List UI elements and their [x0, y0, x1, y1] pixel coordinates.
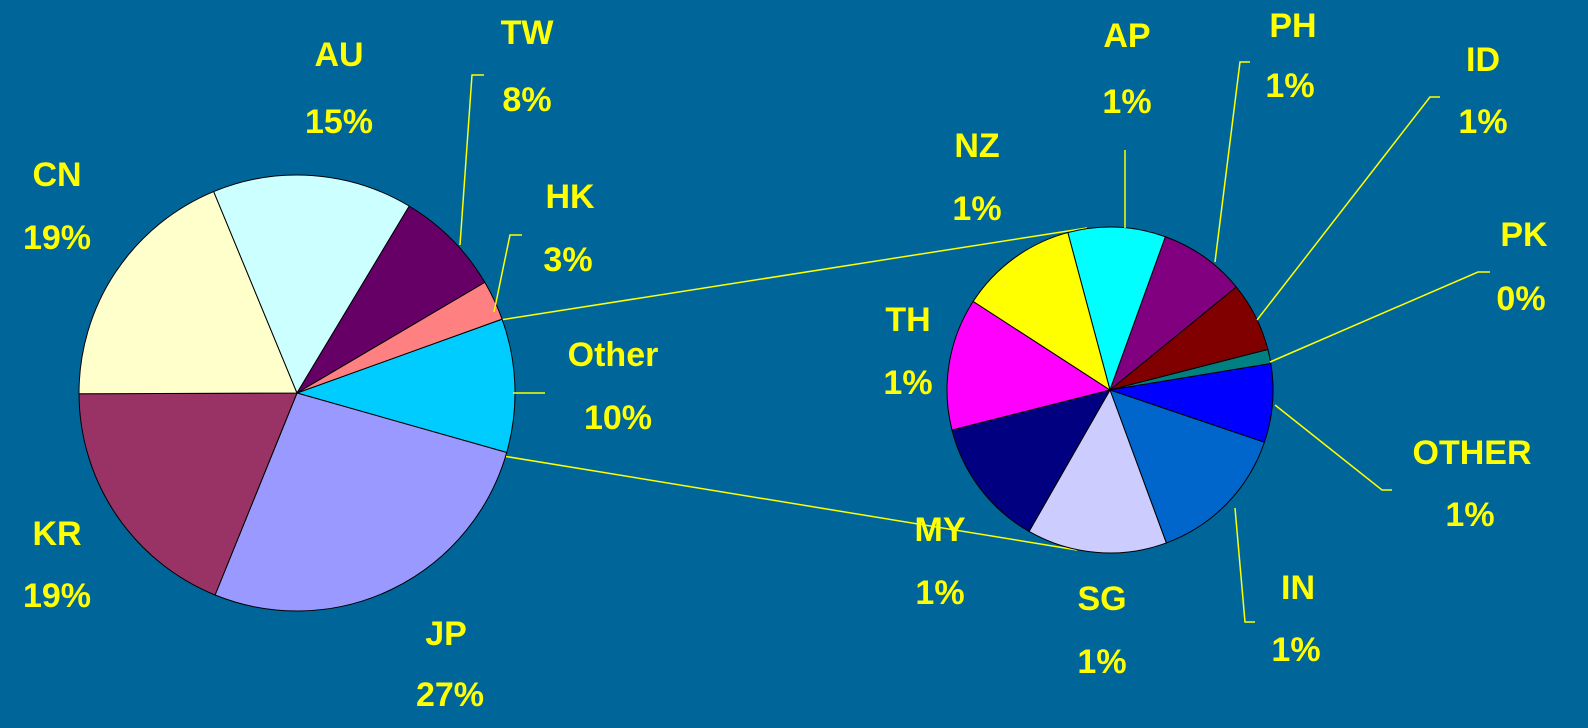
- pie-slice: [946, 300, 1112, 431]
- pie-slice: [296, 205, 486, 394]
- pie-slice: [295, 318, 516, 454]
- slice-value-label: 1%: [952, 190, 1001, 228]
- slice-value-label: 27%: [416, 676, 484, 714]
- slice-value-label: 0%: [1496, 280, 1545, 318]
- slice-value-label: 1%: [883, 364, 932, 402]
- slice-name: OTHER: [1413, 434, 1532, 472]
- connector-line: [499, 227, 1088, 321]
- slice-name: NZ: [954, 127, 999, 165]
- pie-slice: [1028, 388, 1167, 554]
- leader-line: [1234, 507, 1255, 623]
- pie-slice: [296, 281, 503, 394]
- slice-name: AP: [1103, 17, 1150, 55]
- leader-line: [1274, 404, 1392, 491]
- leader-line: [493, 234, 522, 313]
- pie-slice: [1108, 236, 1238, 392]
- slice-value-label: 1%: [1458, 103, 1507, 141]
- slice-name: ID: [1466, 41, 1500, 79]
- leader-line: [1269, 271, 1490, 363]
- slice-value-label: 1%: [1102, 83, 1151, 121]
- leader-line: [1214, 61, 1250, 263]
- leader-lines: [459, 61, 1490, 623]
- leader-line: [459, 74, 484, 246]
- slice-name: Other: [568, 336, 659, 374]
- pie-slice: [972, 231, 1111, 392]
- slice-name: PK: [1500, 216, 1548, 254]
- slice-value-label: 1%: [1077, 643, 1126, 681]
- slice-value-label: 3%: [543, 241, 592, 279]
- pie-slice: [1067, 226, 1167, 392]
- slice-value-label: 8%: [502, 81, 551, 119]
- connectors: [499, 227, 1088, 551]
- pie-slice: [1109, 389, 1266, 544]
- pie: [946, 226, 1274, 554]
- slice-value-label: 15%: [305, 103, 373, 141]
- pie-slice: [951, 389, 1112, 533]
- connector-line: [502, 455, 1078, 551]
- slice-name: AU: [314, 36, 363, 74]
- pie-slice: [214, 392, 508, 612]
- slice-name: MY: [915, 511, 966, 549]
- pie-slice: [213, 174, 410, 395]
- slice-name: JP: [425, 615, 467, 653]
- slice-value-label: 1%: [1271, 631, 1320, 669]
- leader-line: [1256, 96, 1440, 321]
- slice-name: TW: [501, 14, 555, 52]
- pie-slice: [78, 392, 298, 596]
- slice-name: CN: [32, 156, 81, 194]
- slice-value-label: 19%: [23, 219, 91, 257]
- pie-slice: [78, 190, 298, 395]
- slice-value-label: 19%: [23, 577, 91, 615]
- slice-value-label: 1%: [1445, 496, 1494, 534]
- pie: [78, 174, 516, 612]
- slice-name: SG: [1077, 580, 1126, 618]
- slice-name: PH: [1269, 7, 1316, 45]
- slice-name: HK: [545, 178, 595, 216]
- slice-name: TH: [885, 301, 930, 339]
- slice-value-label: 1%: [915, 574, 964, 612]
- slice-value-label: 10%: [584, 399, 652, 437]
- slice-value-label: 1%: [1265, 67, 1314, 105]
- slice-name: IN: [1281, 569, 1315, 607]
- slice-name: KR: [32, 515, 81, 553]
